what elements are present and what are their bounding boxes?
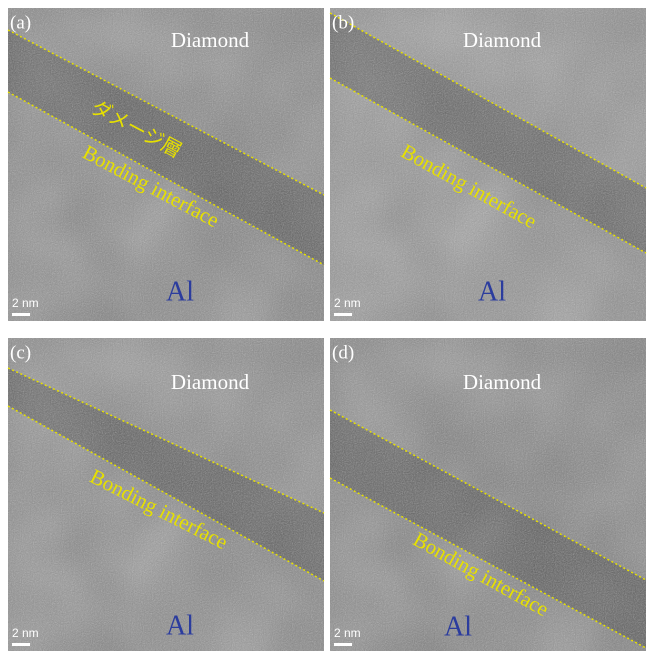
figure: (a)Diamondダメージ層Bonding interfaceAl2 nm(b… xyxy=(0,0,649,652)
scale-bar-label: 2 nm xyxy=(334,296,361,310)
metal-label: Al xyxy=(444,611,472,642)
scale-bar-label: 2 nm xyxy=(334,626,361,640)
panel-label: (d) xyxy=(332,342,354,363)
panel-label: (a) xyxy=(10,12,31,33)
scale-bar xyxy=(12,313,30,316)
scale-bar-label: 2 nm xyxy=(12,296,39,310)
panel-label: (b) xyxy=(332,12,354,33)
scale-bar xyxy=(334,313,352,316)
metal-label: Al xyxy=(166,610,194,641)
scale-bar-label: 2 nm xyxy=(12,626,39,640)
scale-bar xyxy=(334,643,352,646)
metal-label: Al xyxy=(166,276,194,307)
diamond-label: Diamond xyxy=(463,28,542,52)
metal-label: Al xyxy=(478,276,506,307)
image-texture xyxy=(330,8,646,321)
image-texture xyxy=(8,8,324,321)
diamond-label: Diamond xyxy=(171,28,250,52)
diamond-label: Diamond xyxy=(463,370,542,394)
image-texture xyxy=(8,338,324,651)
panel-label: (c) xyxy=(10,342,31,363)
scale-bar xyxy=(12,643,30,646)
diamond-label: Diamond xyxy=(171,370,250,394)
